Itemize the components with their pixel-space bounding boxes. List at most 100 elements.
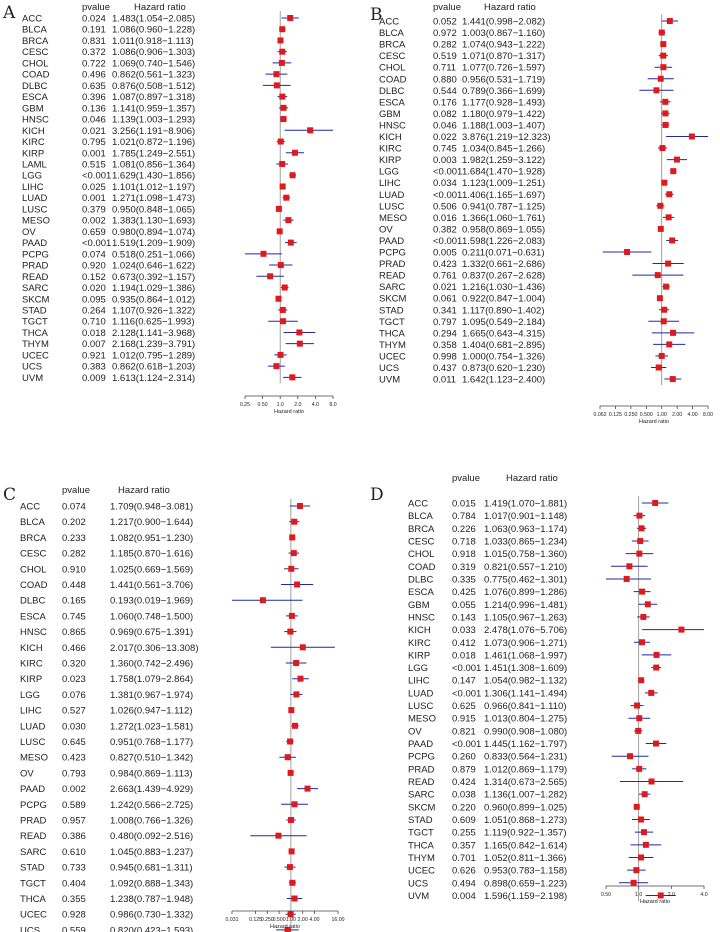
- hr-marker: [289, 879, 296, 886]
- hr-marker: [273, 71, 280, 78]
- forest-row: ACC 0.015 1.419(1.070−1.881): [408, 499, 669, 510]
- pvalue-cell: 0.718: [452, 536, 476, 547]
- hr-marker: [688, 133, 695, 140]
- hazard-ratio-cell: 0.966(0.841−1.110): [484, 701, 567, 712]
- cancer-type-label: LUSC: [22, 204, 47, 215]
- pvalue-cell: 0.382: [433, 224, 457, 235]
- hr-marker: [279, 48, 286, 55]
- hazard-ratio-cell: 1.012(0.795−1.289): [112, 350, 195, 361]
- hazard-ratio-cell: 1.074(0.943−1.222): [462, 40, 545, 51]
- cancer-type-label: MESO: [408, 714, 436, 725]
- forest-row: LUAD 0.030 1.272(1.023−1.581): [20, 721, 299, 732]
- forest-row: COAD 0.496 0.862(0.561−1.323): [22, 70, 288, 81]
- hazard-ratio-cell: 1.441(0.998−2.082): [462, 17, 545, 28]
- hr-marker: [287, 911, 294, 918]
- forest-row: BLCA 0.784 1.017(0.901−1.148): [408, 511, 646, 522]
- hr-marker: [267, 273, 274, 280]
- hazard-ratio-cell: 1.017(0.901−1.148): [484, 511, 567, 522]
- hazard-ratio-cell: 0.922(0.847−1.004): [462, 294, 545, 305]
- x-tick-label: 1.00: [657, 412, 667, 418]
- hazard-ratio-cell: 1.982(1.259−3.122): [462, 155, 545, 166]
- forest-row: BRCA 0.282 1.074(0.943−1.222): [379, 40, 667, 51]
- pvalue-cell: 0.335: [452, 574, 476, 585]
- forest-row: PCPG 0.074 0.518(0.251−1.066): [22, 249, 282, 260]
- pvalue-cell: 0.379: [82, 204, 106, 215]
- pvalue-cell: 0.589: [62, 800, 86, 811]
- cancer-type-label: HNSC: [20, 627, 47, 638]
- hazard-ratio-cell: 1.107(0.926−1.322): [112, 305, 195, 316]
- hazard-ratio-cell: 0.789(0.366−1.699): [462, 86, 545, 97]
- cancer-type-label: KIRP: [408, 650, 430, 661]
- x-tick-label: 1.0: [277, 402, 284, 408]
- cancer-type-label: READ: [379, 271, 406, 282]
- pvalue-cell: 0.784: [452, 511, 476, 522]
- forest-row: BRCA 0.226 1.063(0.963−1.174): [408, 524, 647, 535]
- hr-marker: [279, 183, 286, 190]
- pvalue-cell: 0.034: [433, 178, 457, 189]
- pvalue-cell: 0.879: [452, 764, 476, 775]
- forest-row: CESC 0.282 1.185(0.870−1.616): [20, 549, 300, 560]
- hr-marker: [623, 575, 630, 582]
- cancer-type-label: ESCA: [408, 587, 435, 598]
- pvalue-cell: 0.396: [82, 92, 106, 103]
- cancer-type-label: UCS: [20, 925, 40, 932]
- hr-marker: [277, 37, 284, 44]
- hazard-ratio-cell: 0.862(0.618−1.203): [112, 362, 195, 373]
- hr-marker: [658, 352, 665, 359]
- pvalue-cell: 0.831: [82, 36, 106, 47]
- pvalue-header: pvalue: [433, 2, 461, 13]
- forest-row: THYM 0.701 1.052(0.811−1.366): [408, 853, 654, 864]
- cancer-type-label: LIHC: [379, 178, 401, 189]
- hr-marker: [648, 689, 655, 696]
- cancer-type-label: LUSC: [379, 201, 404, 212]
- hr-marker: [276, 228, 283, 235]
- cancer-type-label: UCS: [379, 363, 399, 374]
- hr-marker: [288, 612, 295, 619]
- x-axis: 0.50 1.0 2.0 4.0 Hazard ratio: [601, 885, 708, 905]
- forest-row: PCPG 0.005 0.211(0.071−0.631): [379, 248, 652, 259]
- hazard-ratio-cell: 1.086(0.906−1.303): [112, 47, 195, 58]
- hr-marker: [291, 801, 298, 808]
- pvalue-cell: 0.372: [82, 47, 106, 58]
- pvalue-cell: 0.722: [82, 58, 106, 69]
- cancer-type-label: SKCM: [408, 802, 436, 813]
- hr-marker: [624, 249, 631, 255]
- hr-marker: [296, 503, 303, 509]
- hr-marker: [275, 832, 282, 839]
- pvalue-cell: 0.136: [82, 103, 106, 114]
- hazard-ratio-cell: 1.101(1.012−1.197): [112, 182, 195, 193]
- cancer-type-label: ACC: [408, 499, 428, 510]
- pvalue-cell: 0.202: [62, 517, 86, 528]
- cancer-type-label: THCA: [22, 328, 49, 339]
- forest-row: LUSC 0.379 0.950(0.848−1.065): [22, 204, 282, 215]
- hazard-ratio-cell: 1.034(0.845−1.266): [462, 144, 545, 155]
- x-tick-label: 8.00: [703, 412, 713, 418]
- cancer-type-label: OV: [379, 224, 393, 235]
- forest-row: OV 0.659 0.980(0.894−1.074): [22, 227, 283, 238]
- cancer-type-label: LGG: [20, 690, 40, 701]
- hr-marker: [291, 895, 298, 902]
- pvalue-cell: <0.001: [433, 190, 462, 201]
- forest-row: CESC 0.718 1.033(0.865−1.234): [408, 536, 649, 547]
- forest-row: LIHC 0.025 1.101(1.012−1.197): [22, 182, 286, 193]
- x-axis: 0.062 0.125 0.250 0.500 1.00 2.00 4.00 8.00 Haza…: [594, 405, 713, 425]
- forest-row: ESCA 0.176 1.177(0.928−1.493): [379, 97, 671, 108]
- forest-row: SKCM 0.095 0.935(0.864−1.012): [22, 294, 282, 305]
- hazard-ratio-cell: 0.986(0.730−1.332): [110, 910, 193, 921]
- hazard-ratio-cell: 1.217(0.900−1.644): [110, 517, 193, 528]
- hr-marker: [289, 534, 296, 541]
- pvalue-cell: 0.519: [433, 51, 457, 62]
- hazard-ratio-cell: 1.314(0.673−2.565): [484, 777, 567, 788]
- hr-marker: [657, 202, 664, 209]
- hr-marker: [636, 512, 643, 519]
- x-axis-title: Hazard ratio: [274, 409, 304, 415]
- x-tick-label: 0.500: [273, 917, 286, 923]
- cancer-type-label: COAD: [22, 70, 50, 81]
- cancer-type-label: KICH: [408, 625, 431, 636]
- hr-marker: [658, 29, 665, 36]
- forest-row: UCEC 0.998 1.000(0.754−1.326): [379, 351, 668, 362]
- hazard-ratio-header: Hazard ratio: [506, 473, 558, 484]
- forest-row: THYM 0.007 2.168(1.239−3.791): [22, 339, 315, 350]
- cancer-type-label: LAML: [22, 159, 47, 170]
- pvalue-cell: 0.880: [433, 74, 457, 85]
